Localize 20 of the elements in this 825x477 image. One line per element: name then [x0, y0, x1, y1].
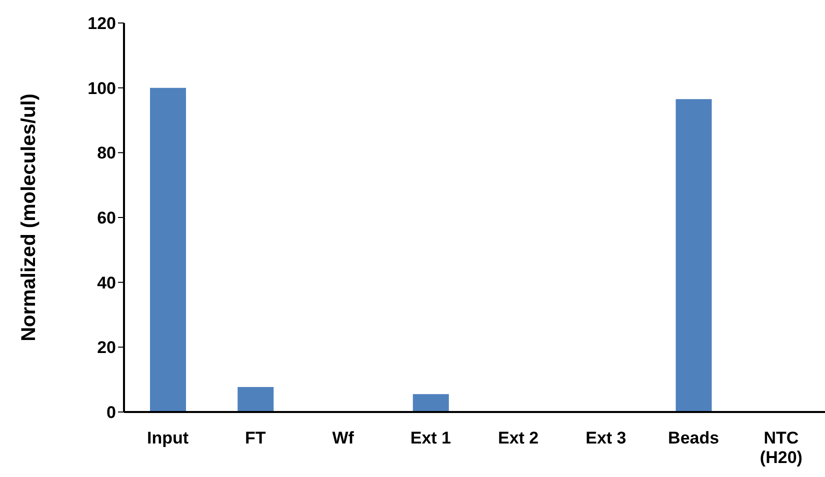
x-tick-label: Wf: [332, 428, 354, 448]
y-tick-label: 100: [88, 78, 116, 98]
bar: [412, 394, 449, 412]
y-tick-label: 20: [97, 338, 116, 358]
x-tick-label: NTC (H20): [760, 428, 802, 467]
bar: [150, 88, 186, 412]
x-tick-label: Input: [147, 428, 189, 448]
y-tick-label: 0: [106, 403, 116, 422]
y-tick-label: 40: [97, 273, 116, 292]
y-tick-label: 120: [88, 14, 116, 34]
x-tick-label: Ext 2: [498, 428, 539, 448]
y-axis-title: Normalized (molecules/ul): [18, 94, 40, 342]
y-tick-label: 80: [97, 144, 116, 163]
x-tick-label: Ext 3: [586, 428, 626, 448]
y-tick-label: 60: [97, 208, 116, 228]
bar: [238, 387, 274, 412]
x-tick-label: Beads: [668, 428, 720, 448]
x-tick-label: Ext 1: [410, 428, 452, 448]
x-tick-label: FT: [245, 428, 266, 448]
bar: [676, 99, 712, 412]
